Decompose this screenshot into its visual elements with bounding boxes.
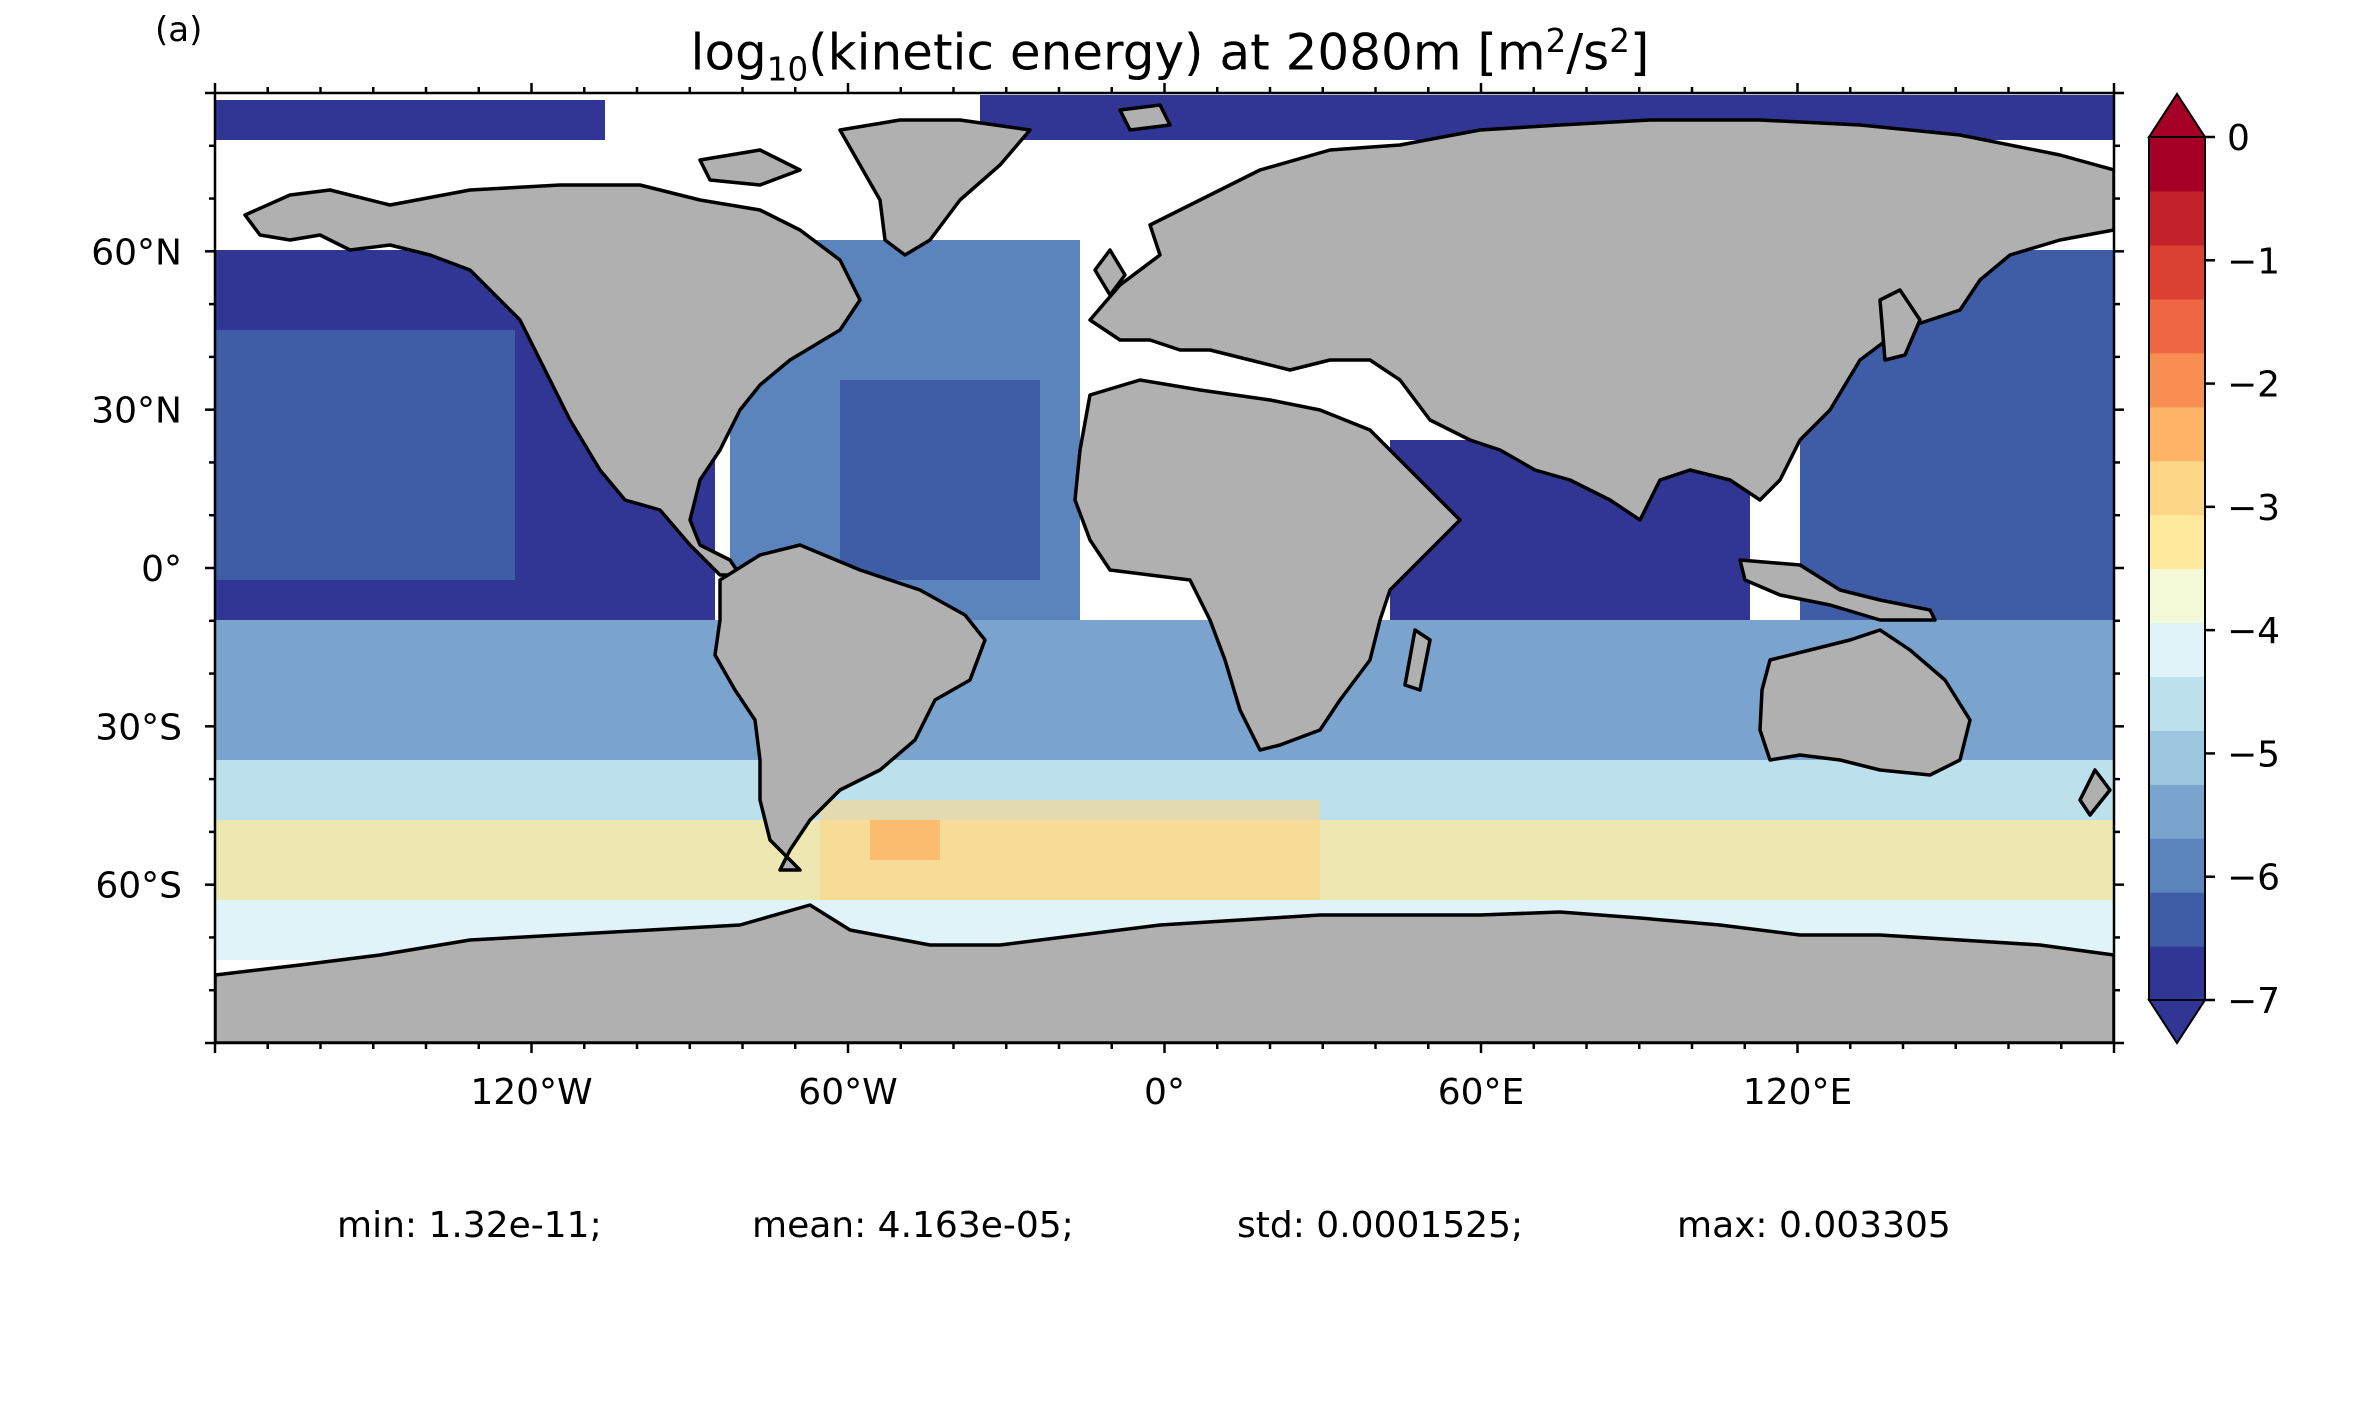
summary-stats: min: 1.32e-11; mean: 4.163e-05; std: 0.0… — [0, 1205, 2362, 1410]
colorbar-segment — [2149, 298, 2205, 354]
colorbar-segment — [2149, 676, 2205, 731]
land-masses — [215, 103, 2114, 1043]
colorbar-segment — [2149, 568, 2205, 624]
colorbar-label: 0 — [2227, 118, 2250, 159]
colorbar-label: −6 — [2227, 858, 2280, 899]
lon-label: 60°W — [798, 1072, 897, 1113]
colorbar-segment — [2149, 406, 2205, 462]
colorbar-segment — [2149, 946, 2205, 1001]
map-title: log10(kinetic energy) at 2080m [m2/s2] — [690, 22, 1650, 89]
eurasia — [1088, 118, 2114, 522]
north-america — [243, 183, 862, 577]
australia — [1758, 628, 1972, 777]
map-figure: 60°N30°N0°30°S60°S 120°W 60°W 0° 60°E 120°E … — [91, 83, 2280, 1113]
antarctica — [215, 903, 2114, 1043]
svalbard-islands — [1118, 103, 1172, 132]
south-america — [713, 543, 987, 872]
lon-label: 120°W — [470, 1072, 592, 1113]
colorbar-extend-max — [2147, 92, 2207, 138]
colorbar-segment — [2149, 190, 2205, 246]
colorbar — [2147, 92, 2207, 1045]
stat-max: max: 0.003305 — [1677, 1205, 1951, 1246]
lon-label: 60°E — [1438, 1072, 1525, 1113]
arctic-band — [215, 100, 605, 140]
new-zealand — [2078, 768, 2112, 817]
longitude-labels: 120°W 60°W 0° 60°E 120°E — [470, 1072, 1852, 1113]
axis-ticks — [205, 83, 2124, 1053]
colorbar-label: −1 — [2227, 241, 2280, 282]
north-pacific-west — [215, 330, 515, 580]
colorbar-label: −7 — [2227, 981, 2280, 1022]
colorbar-segment — [2149, 730, 2205, 785]
stat-std: std: 0.0001525; — [1237, 1205, 1524, 1246]
colorbar-segment — [2149, 838, 2205, 893]
indonesia — [1738, 558, 1937, 622]
acc-max — [870, 820, 940, 860]
stat-mean: mean: 4.163e-05; — [752, 1205, 1074, 1246]
colorbar-frame — [2148, 136, 2206, 1001]
map-area — [215, 93, 2114, 1043]
greenland — [838, 118, 1032, 257]
stat-min: min: 1.32e-11; — [337, 1205, 602, 1246]
uk — [1093, 248, 1127, 297]
lat-label: 30°S — [95, 707, 182, 748]
arctic-islands — [698, 148, 802, 187]
colorbar-label: −2 — [2227, 365, 2280, 406]
colorbar-label: −3 — [2227, 488, 2280, 529]
colorbar-segment — [2149, 244, 2205, 300]
colorbar-segment — [2149, 622, 2205, 677]
colorbar-segment — [2149, 137, 2205, 192]
colorbar-segment — [2149, 514, 2205, 570]
colorbar-segment — [2149, 460, 2205, 516]
atlantic-gyre — [840, 380, 1040, 580]
lon-label: 0° — [1144, 1072, 1185, 1113]
lat-label: 0° — [141, 549, 182, 590]
madagascar — [1403, 628, 1432, 692]
lat-label: 30°N — [91, 391, 182, 432]
colorbar-segment — [2149, 784, 2205, 839]
colorbar-label: −5 — [2227, 734, 2280, 775]
latitude-labels: 60°N 30°N 0° 30°S 60°S — [91, 232, 182, 906]
lon-label: 120°E — [1743, 1072, 1852, 1113]
colorbar-tick-labels: 0 −1 −2 −3 −4 −5 −6 −7 — [2205, 118, 2280, 1022]
colorbar-extend-min — [2147, 999, 2207, 1045]
lat-label: 60°S — [95, 866, 182, 907]
lat-label: 60°N — [91, 232, 182, 273]
panel-label: (a) — [155, 10, 203, 50]
africa — [1073, 378, 1462, 752]
colorbar-label: −4 — [2227, 611, 2280, 652]
colorbar-segment — [2149, 892, 2205, 947]
colorbar-segment — [2149, 352, 2205, 408]
japan — [1878, 288, 1922, 362]
